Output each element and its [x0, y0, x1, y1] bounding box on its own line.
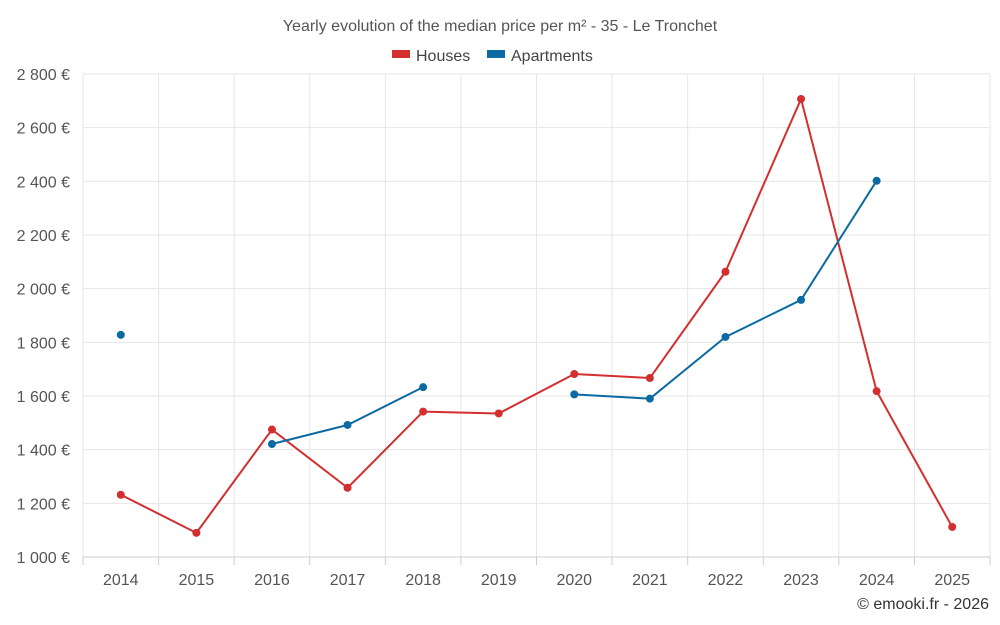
- x-tick-label: 2020: [556, 572, 592, 589]
- data-point-apartments[interactable]: [116, 330, 125, 339]
- x-tick-label: 2019: [481, 572, 517, 589]
- data-point-apartments[interactable]: [872, 176, 881, 185]
- y-tick-label: 1 600 €: [17, 389, 70, 406]
- x-tick-label: 2022: [708, 572, 744, 589]
- series-houses: [116, 94, 957, 537]
- x-tick-label: 2023: [783, 572, 819, 589]
- y-tick-label: 2 800 €: [17, 67, 70, 84]
- x-tick-label: 2018: [405, 572, 441, 589]
- data-point-houses[interactable]: [267, 425, 276, 434]
- grid: [82, 73, 991, 558]
- data-point-houses[interactable]: [116, 490, 125, 499]
- data-point-houses[interactable]: [948, 522, 957, 531]
- data-point-apartments[interactable]: [419, 383, 428, 392]
- y-tick-label: 1 000 €: [17, 550, 70, 567]
- data-point-apartments[interactable]: [267, 440, 276, 449]
- x-tick-label: 2016: [254, 572, 290, 589]
- chart-title: Yearly evolution of the median price per…: [283, 18, 718, 35]
- series-apartments: [116, 176, 881, 449]
- data-point-houses[interactable]: [645, 374, 654, 383]
- data-point-houses[interactable]: [721, 267, 730, 276]
- x-tick-label: 2024: [859, 572, 895, 589]
- y-tick-label: 2 600 €: [17, 121, 70, 138]
- series: [116, 94, 957, 537]
- y-tick-label: 1 800 €: [17, 335, 70, 352]
- legend-swatch-apartments[interactable]: [487, 50, 505, 58]
- data-point-houses[interactable]: [872, 387, 881, 396]
- x-tick-label: 2014: [103, 572, 139, 589]
- legend: Houses Apartments: [392, 48, 593, 65]
- series-line-houses: [120, 97, 954, 534]
- data-point-apartments[interactable]: [721, 332, 730, 341]
- x-tick-label: 2015: [179, 572, 215, 589]
- axes: 1 000 € 1 200 € 1 400 € 1 600 € 1 800 € 2 000…: [17, 67, 991, 589]
- data-point-houses[interactable]: [419, 407, 428, 416]
- data-point-apartments[interactable]: [797, 295, 806, 304]
- data-point-houses[interactable]: [192, 528, 201, 537]
- legend-label-houses[interactable]: Houses: [416, 48, 470, 65]
- x-tick-label: 2021: [632, 572, 668, 589]
- x-tick-label: 2017: [330, 572, 366, 589]
- x-tick-label: 2025: [934, 572, 970, 589]
- data-point-apartments[interactable]: [645, 394, 654, 403]
- data-point-houses[interactable]: [570, 369, 579, 378]
- data-point-apartments[interactable]: [343, 420, 352, 429]
- y-tick-label: 1 200 €: [17, 496, 70, 513]
- y-tick-label: 2 400 €: [17, 174, 70, 191]
- legend-swatch-houses[interactable]: [392, 50, 410, 58]
- legend-label-apartments[interactable]: Apartments: [511, 48, 593, 65]
- data-point-houses[interactable]: [797, 94, 806, 103]
- data-point-houses[interactable]: [343, 483, 352, 492]
- y-tick-label: 2 200 €: [17, 228, 70, 245]
- data-point-houses[interactable]: [494, 409, 503, 418]
- data-point-apartments[interactable]: [570, 390, 579, 399]
- y-tick-label: 1 400 €: [17, 443, 70, 460]
- credit-text: © emooki.fr - 2026: [857, 596, 989, 613]
- y-tick-label: 2 000 €: [17, 282, 70, 299]
